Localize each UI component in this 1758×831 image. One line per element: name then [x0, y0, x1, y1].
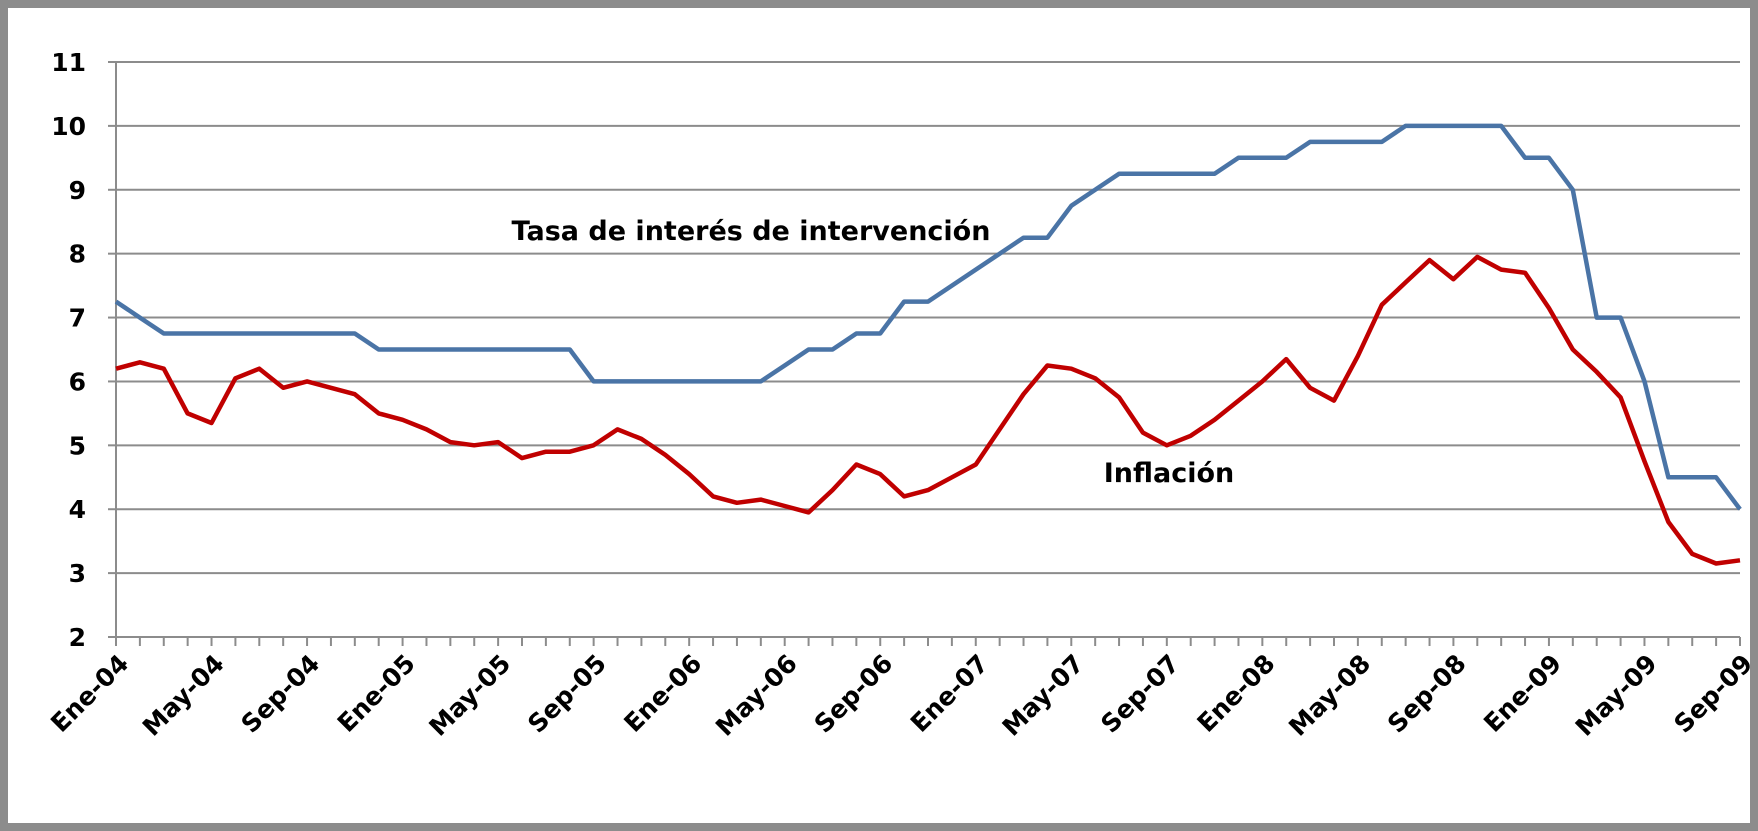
y-tick-label: 2	[69, 623, 86, 652]
series-line	[114, 123, 1742, 511]
y-tick-label: 10	[51, 112, 86, 141]
y-tick-label: 4	[69, 495, 86, 524]
y-tick-label: 9	[69, 176, 86, 205]
y-tick-label: 3	[69, 559, 86, 588]
series-label: Inflación	[1104, 458, 1235, 489]
y-tick-label: 5	[69, 431, 86, 460]
y-tick-label: 6	[69, 367, 86, 396]
series-label: Tasa de interés de intervención	[512, 216, 991, 247]
y-tick-label: 7	[69, 304, 86, 333]
series-line	[115, 254, 1741, 566]
y-tick-label: 11	[51, 48, 86, 77]
y-tick-label: 8	[69, 240, 86, 269]
